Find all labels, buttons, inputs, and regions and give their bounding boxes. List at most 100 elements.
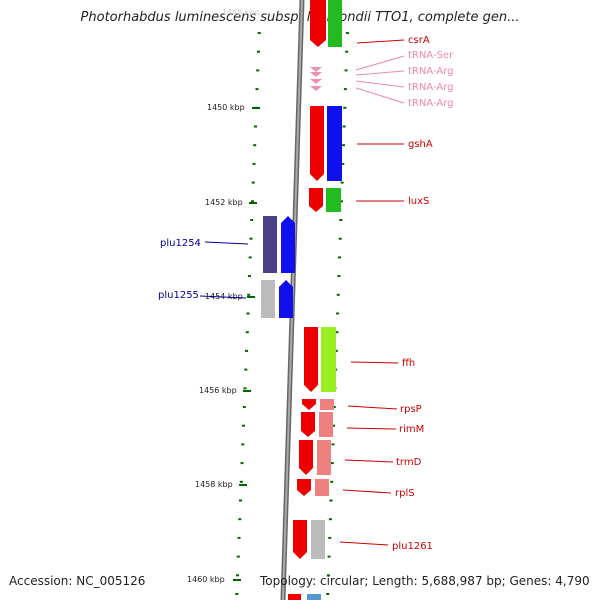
left-tick-mark <box>257 32 261 34</box>
right-tick-mark <box>341 162 345 165</box>
right-tick-mark <box>343 88 347 91</box>
gene-label-trna-arg-3[interactable]: tRNA-Arg <box>408 98 453 109</box>
gene-label-trna-arg-1[interactable]: tRNA-Arg <box>408 66 453 77</box>
leader-line-ffh <box>350 361 399 364</box>
trna-icon-arg-3[interactable] <box>310 86 322 91</box>
gene-label-trmD[interactable]: trmD <box>396 457 422 468</box>
leader-line-plu1255 <box>199 295 247 299</box>
gene-arrow-luxS[interactable] <box>309 188 323 212</box>
scale-label-partial: 1448 kbp <box>222 8 260 17</box>
left-tick-mark <box>246 312 250 315</box>
gene-label-ffh[interactable]: ffh <box>402 358 415 369</box>
cog-bar-luxS <box>326 188 341 212</box>
left-tick-mark <box>239 499 242 502</box>
right-tick-mark <box>334 349 338 352</box>
right-tick-mark <box>326 574 330 577</box>
left-tick-mark <box>235 593 239 595</box>
left-tick-mark <box>256 69 260 72</box>
gene-arrow-rplS[interactable] <box>297 479 311 496</box>
right-tick-mark <box>326 593 330 595</box>
scale-label-1460: 1460 kbp <box>187 575 225 584</box>
left-tick-mark <box>242 406 246 408</box>
right-tick-mark <box>332 406 336 408</box>
left-tick-mark <box>257 50 260 53</box>
right-tick-mark <box>345 50 349 53</box>
gene-label-rplS[interactable]: rplS <box>395 488 415 499</box>
gene-label-rimM[interactable]: rimM <box>399 424 424 435</box>
right-tick-mark <box>340 181 344 184</box>
leader-line-rpsP <box>347 405 398 410</box>
left-tick-mark <box>250 219 254 221</box>
leader-line-trmD <box>344 459 394 463</box>
cog-bar-partial-bottom <box>307 594 321 600</box>
left-tick-mark <box>251 181 255 184</box>
gene-label-rpsP[interactable]: rpsP <box>400 404 422 415</box>
right-tick-mark <box>338 237 342 240</box>
cog-bar-ffh <box>321 327 336 392</box>
left-tick-mark <box>248 256 252 259</box>
leader-line-trna-arg-3 <box>355 87 405 104</box>
scale-label-1452: 1452 kbp <box>205 198 243 207</box>
leader-line-plu1261 <box>339 541 389 546</box>
scale-label-1454: 1454 kbp <box>205 292 243 301</box>
gene-label-luxS[interactable]: luxS <box>408 196 429 207</box>
gene-arrow-ffh[interactable] <box>304 327 318 392</box>
scale-label-1458: 1458 kbp <box>195 480 233 489</box>
cog-bar-rpsP <box>320 399 334 410</box>
leader-line-trna-ser <box>355 55 405 71</box>
left-tick-mark <box>243 387 247 390</box>
cog-bar-trmD <box>317 440 331 475</box>
left-tick-column <box>235 32 261 595</box>
left-tick-mark <box>245 331 249 334</box>
leader-line-plu1254 <box>204 241 249 245</box>
gene-label-plu1261[interactable]: plu1261 <box>392 541 433 552</box>
right-tick-mark <box>336 312 340 315</box>
cog-bar-rimM <box>319 412 333 437</box>
gene-arrow-csrA[interactable] <box>310 0 326 47</box>
leader-line-rimM <box>346 427 397 430</box>
left-tick-mark <box>255 88 259 91</box>
gene-label-plu1255[interactable]: plu1255 <box>158 290 199 301</box>
gene-arrow-plu1261[interactable] <box>293 520 307 559</box>
trna-icon-arg-2[interactable] <box>310 79 322 84</box>
cog-bar-gshA <box>327 106 342 181</box>
trna-icon-ser[interactable] <box>310 67 322 72</box>
genome-summary-text: Topology: circular; Length: 5,688,987 bp… <box>260 574 590 588</box>
gene-label-trna-ser[interactable]: tRNA-Ser <box>408 50 454 61</box>
right-tick-mark <box>336 293 340 296</box>
right-tick-mark <box>327 555 331 558</box>
gene-label-csrA[interactable]: csrA <box>408 35 430 46</box>
right-tick-mark <box>342 144 345 147</box>
right-tick-mark <box>337 275 341 278</box>
gene-label-plu1254[interactable]: plu1254 <box>160 238 201 249</box>
right-tick-mark <box>335 331 339 334</box>
cog-bar-plu1261 <box>311 520 325 559</box>
gene-arrow-plu1255[interactable] <box>279 280 293 318</box>
gene-arrow-partial-bottom[interactable] <box>288 594 301 600</box>
cog-bar-plu1254 <box>263 216 277 273</box>
left-tick-mark <box>240 462 244 465</box>
left-tick-mark <box>249 237 253 240</box>
left-tick-mark <box>236 574 239 577</box>
gene-label-gshA[interactable]: gshA <box>408 139 433 150</box>
left-tick-mark <box>254 125 257 128</box>
cog-bar-plu1255 <box>261 280 275 318</box>
gene-label-trna-arg-2[interactable]: tRNA-Arg <box>408 82 453 93</box>
gene-arrow-rimM[interactable] <box>301 412 315 437</box>
left-tick-mark <box>238 518 242 521</box>
gene-arrow-trmD[interactable] <box>299 440 313 475</box>
right-tick-column <box>326 32 349 595</box>
trna-icon-arg-1[interactable] <box>310 72 322 77</box>
right-tick-mark <box>328 518 332 521</box>
right-tick-mark <box>330 480 334 483</box>
left-tick-mark <box>251 200 254 203</box>
gene-arrow-gshA[interactable] <box>310 106 324 181</box>
left-tick-mark <box>244 368 248 371</box>
left-tick-mark <box>253 144 257 147</box>
gene-arrow-plu1254[interactable] <box>281 216 295 273</box>
gene-arrow-rpsP[interactable] <box>302 399 316 410</box>
left-tick-mark <box>241 443 245 446</box>
leader-line-trna-arg-2 <box>355 80 405 88</box>
cog-bar-rplS <box>315 479 329 496</box>
